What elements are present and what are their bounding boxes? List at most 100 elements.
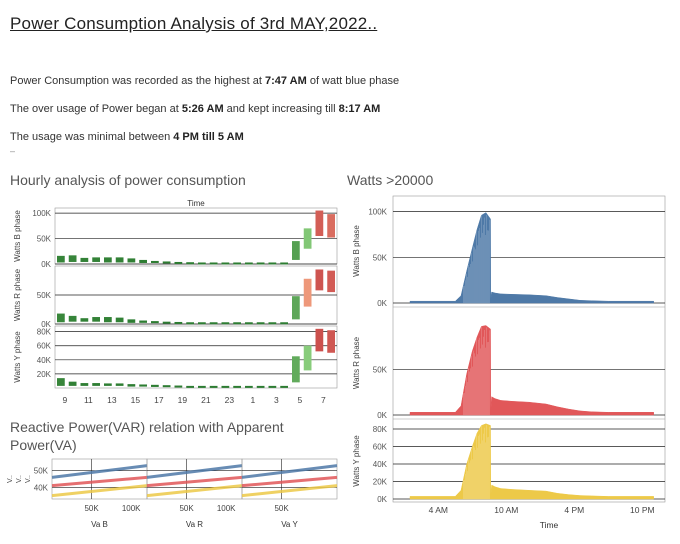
hourly-bar	[186, 262, 194, 265]
reactive-series-yellow	[146, 484, 243, 498]
reactive-series-blue	[51, 464, 148, 479]
watts-xtick: 4 PM	[564, 505, 584, 515]
watts-xtick: 4 AM	[429, 505, 448, 515]
reactive-xtick: 50K	[274, 504, 289, 513]
watts-ytick: 50K	[373, 253, 388, 262]
reactive-xtick: 50K	[179, 504, 194, 513]
hourly-bar	[221, 385, 230, 388]
hourly-bar	[68, 381, 77, 386]
watts-ytick: 50K	[373, 365, 388, 374]
hourly-ylabel: Watts B phase	[13, 210, 22, 262]
hourly-ytick: 100K	[32, 209, 51, 218]
hourly-bar	[115, 383, 124, 386]
hourly-bar	[57, 255, 65, 263]
hourly-bar	[233, 385, 241, 388]
reactive-ytick: 50K	[34, 467, 49, 476]
hourly-bar	[174, 321, 183, 324]
reactive-series-red	[241, 475, 338, 488]
watts-xtick: 10 PM	[630, 505, 655, 515]
hourly-bar	[233, 262, 241, 265]
hourly-bar	[292, 296, 300, 320]
watts-area-yellow	[409, 423, 654, 500]
note-part: The over usage of Power began at	[10, 103, 182, 115]
hourly-bar	[292, 356, 300, 383]
hourly-bar	[256, 322, 265, 325]
note-part: of watt blue phase	[306, 75, 400, 87]
reactive-section-title: Reactive Power(VAR) relation with Appare…	[10, 418, 284, 454]
hourly-bar	[104, 257, 112, 263]
hourly-ytick: 60K	[37, 342, 52, 351]
hourly-bar	[327, 214, 335, 238]
hourly-bar	[139, 320, 147, 323]
hourly-xtick: 11	[84, 395, 93, 405]
hourly-bar	[92, 383, 100, 386]
reactive-panel-frame	[241, 458, 338, 500]
hourly-bar	[198, 262, 206, 265]
hourly-panel-frame	[54, 325, 338, 389]
note-overuse: The over usage of Power began at 5:26 AM…	[10, 103, 380, 115]
hourly-bar	[80, 383, 89, 386]
hourly-bar	[80, 318, 89, 322]
watts-ytick: 0K	[377, 299, 387, 308]
watts-ylabel: Watts B phase	[352, 225, 361, 277]
hourly-bar	[80, 257, 89, 262]
watts-ylabel: Watts Y phase	[352, 435, 361, 487]
reactive-xtick: 100K	[217, 504, 236, 513]
watts-xlabel: Time	[540, 520, 559, 530]
hourly-bar	[221, 262, 230, 265]
hourly-bar	[57, 313, 65, 323]
hourly-ytick: 20K	[37, 370, 52, 379]
hourly-bar	[68, 315, 77, 322]
hourly-bar	[256, 385, 265, 388]
note-part: 4 PM till 5 AM	[173, 131, 244, 143]
watts-ytick: 40K	[373, 460, 388, 469]
reactive-series-red	[146, 475, 243, 488]
reactive-series-yellow	[51, 484, 148, 498]
hourly-bar	[280, 385, 288, 388]
note-part: 8:17 AM	[338, 103, 381, 115]
reactive-column-label: Va Y	[281, 520, 298, 529]
watts-chart: 0K 50K 100K Watts B phase 0K 50K Watts R phase…	[352, 195, 666, 530]
hourly-xtick: 9	[63, 395, 68, 405]
hourly-bar	[92, 317, 100, 322]
hourly-bar	[327, 270, 335, 293]
hourly-bar	[209, 262, 218, 265]
reactive-title-line1: Reactive Power(VAR) relation with Appare…	[10, 419, 284, 435]
hourly-bar	[315, 269, 324, 291]
hourly-bar	[268, 385, 277, 388]
hourly-ytick: 50K	[37, 235, 52, 244]
page-title: Power Consumption Analysis of 3rd MAY,20…	[10, 14, 378, 33]
hourly-ytick: 80K	[37, 328, 52, 337]
watts-xtick: 10 AM	[494, 505, 518, 515]
reactive-series-red	[51, 475, 148, 488]
hourly-bar	[68, 255, 77, 262]
hourly-bar	[245, 322, 253, 325]
hourly-xtick: 23	[225, 395, 235, 405]
hourly-bar	[303, 228, 312, 249]
hourly-bar	[292, 241, 300, 260]
hourly-bar	[174, 385, 183, 388]
hourly-bar	[139, 384, 147, 387]
watts-ytick: 60K	[373, 443, 388, 452]
watts-ylabel: Watts R phase	[352, 336, 361, 389]
hourly-bar	[268, 262, 277, 265]
reactive-series-blue	[241, 464, 338, 479]
hourly-xtick: 17	[154, 395, 164, 405]
hourly-bar	[209, 385, 218, 388]
hourly-section-title: Hourly analysis of power consumption	[10, 172, 246, 188]
hourly-ytick: 0K	[41, 260, 51, 269]
hourly-ylabel: Watts R phase	[13, 268, 22, 321]
hourly-ylabel: Watts Y phase	[13, 331, 22, 383]
hourly-bar	[115, 257, 124, 263]
watts-ytick: 0K	[377, 495, 387, 504]
reactive-column-label: Va R	[186, 520, 203, 529]
hourly-bar	[151, 321, 159, 324]
hourly-bar	[198, 385, 206, 388]
hourly-bar	[139, 259, 147, 263]
hourly-bar	[162, 261, 171, 264]
hourly-xtick: 3	[274, 395, 279, 405]
hourly-xtick: 7	[321, 395, 326, 405]
hourly-bar	[186, 322, 194, 325]
hourly-bar	[186, 385, 194, 388]
note-part: Power Consumption was recorded as the hi…	[10, 75, 265, 87]
